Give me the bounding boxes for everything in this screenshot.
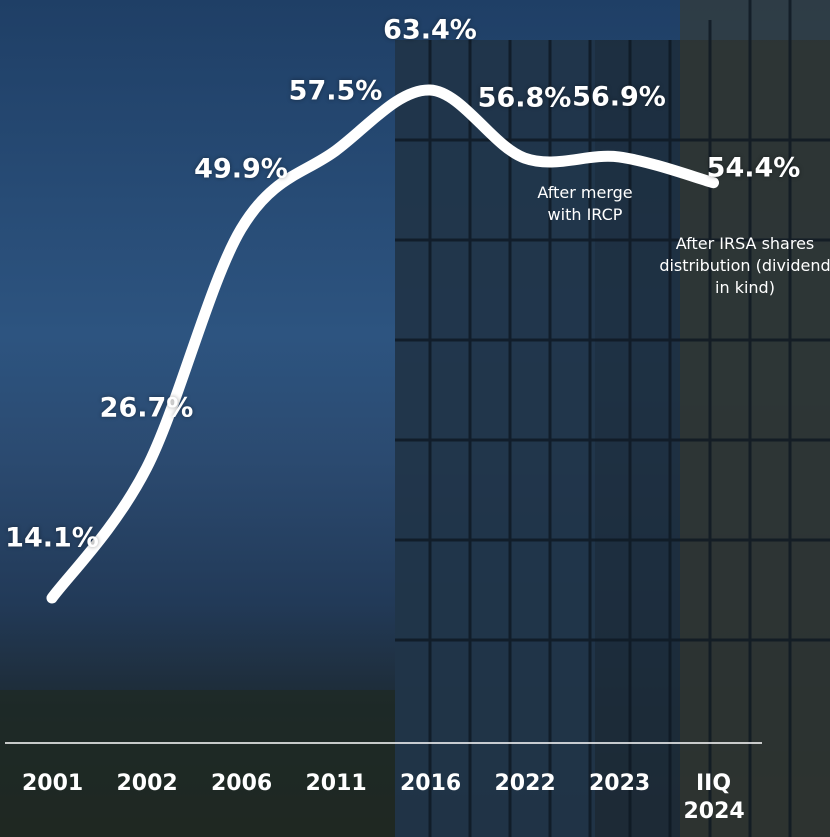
x-tick-label: 2022 xyxy=(495,770,555,798)
data-label: 63.4% xyxy=(383,15,477,46)
data-label: 26.7% xyxy=(100,393,194,424)
data-label: 57.5% xyxy=(289,75,383,106)
x-tick-label: 2002 xyxy=(117,770,177,798)
trees xyxy=(0,690,395,837)
data-label: 49.9% xyxy=(194,154,288,185)
x-tick-label: 2001 xyxy=(22,770,82,798)
annotation: After IRSA shares distribution (dividend… xyxy=(655,233,830,299)
x-tick-label: 2011 xyxy=(306,770,366,798)
annotation: After merge with IRCP xyxy=(525,182,645,226)
x-tick-label: 2016 xyxy=(400,770,460,798)
x-tick-label: 2006 xyxy=(211,770,271,798)
building xyxy=(395,0,830,837)
x-tick-label: 2023 xyxy=(589,770,649,798)
data-label: 56.8% xyxy=(478,83,572,114)
x-tick-label: IIQ 2024 xyxy=(684,770,744,826)
data-label: 54.4% xyxy=(707,152,801,183)
data-label: 14.1% xyxy=(5,523,99,554)
chart: 2001 2002 2006 2011 2016 2022 2023 IIQ 2024 14.1… xyxy=(0,0,830,837)
data-label: 56.9% xyxy=(572,81,666,112)
